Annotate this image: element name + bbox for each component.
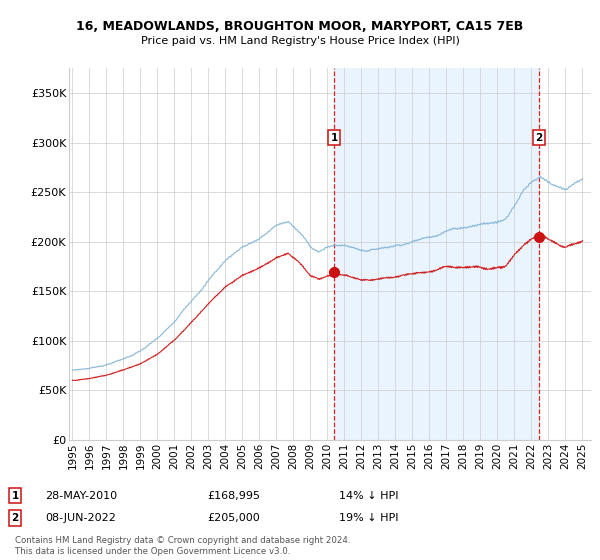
Text: 1: 1 (11, 491, 19, 501)
Text: £205,000: £205,000 (207, 513, 260, 523)
Text: Price paid vs. HM Land Registry's House Price Index (HPI): Price paid vs. HM Land Registry's House … (140, 36, 460, 46)
Text: 14% ↓ HPI: 14% ↓ HPI (339, 491, 398, 501)
Bar (334, 68, 539, 440)
Text: £168,995: £168,995 (207, 491, 260, 501)
Text: 08-JUN-2022: 08-JUN-2022 (45, 513, 116, 523)
Text: 1: 1 (331, 133, 338, 143)
Text: Contains HM Land Registry data © Crown copyright and database right 2024.
This d: Contains HM Land Registry data © Crown c… (15, 536, 350, 556)
Text: 2: 2 (11, 513, 19, 523)
Text: 19% ↓ HPI: 19% ↓ HPI (339, 513, 398, 523)
Text: 28-MAY-2010: 28-MAY-2010 (45, 491, 117, 501)
Text: 16, MEADOWLANDS, BROUGHTON MOOR, MARYPORT, CA15 7EB: 16, MEADOWLANDS, BROUGHTON MOOR, MARYPOR… (76, 20, 524, 32)
Text: 2: 2 (535, 133, 542, 143)
